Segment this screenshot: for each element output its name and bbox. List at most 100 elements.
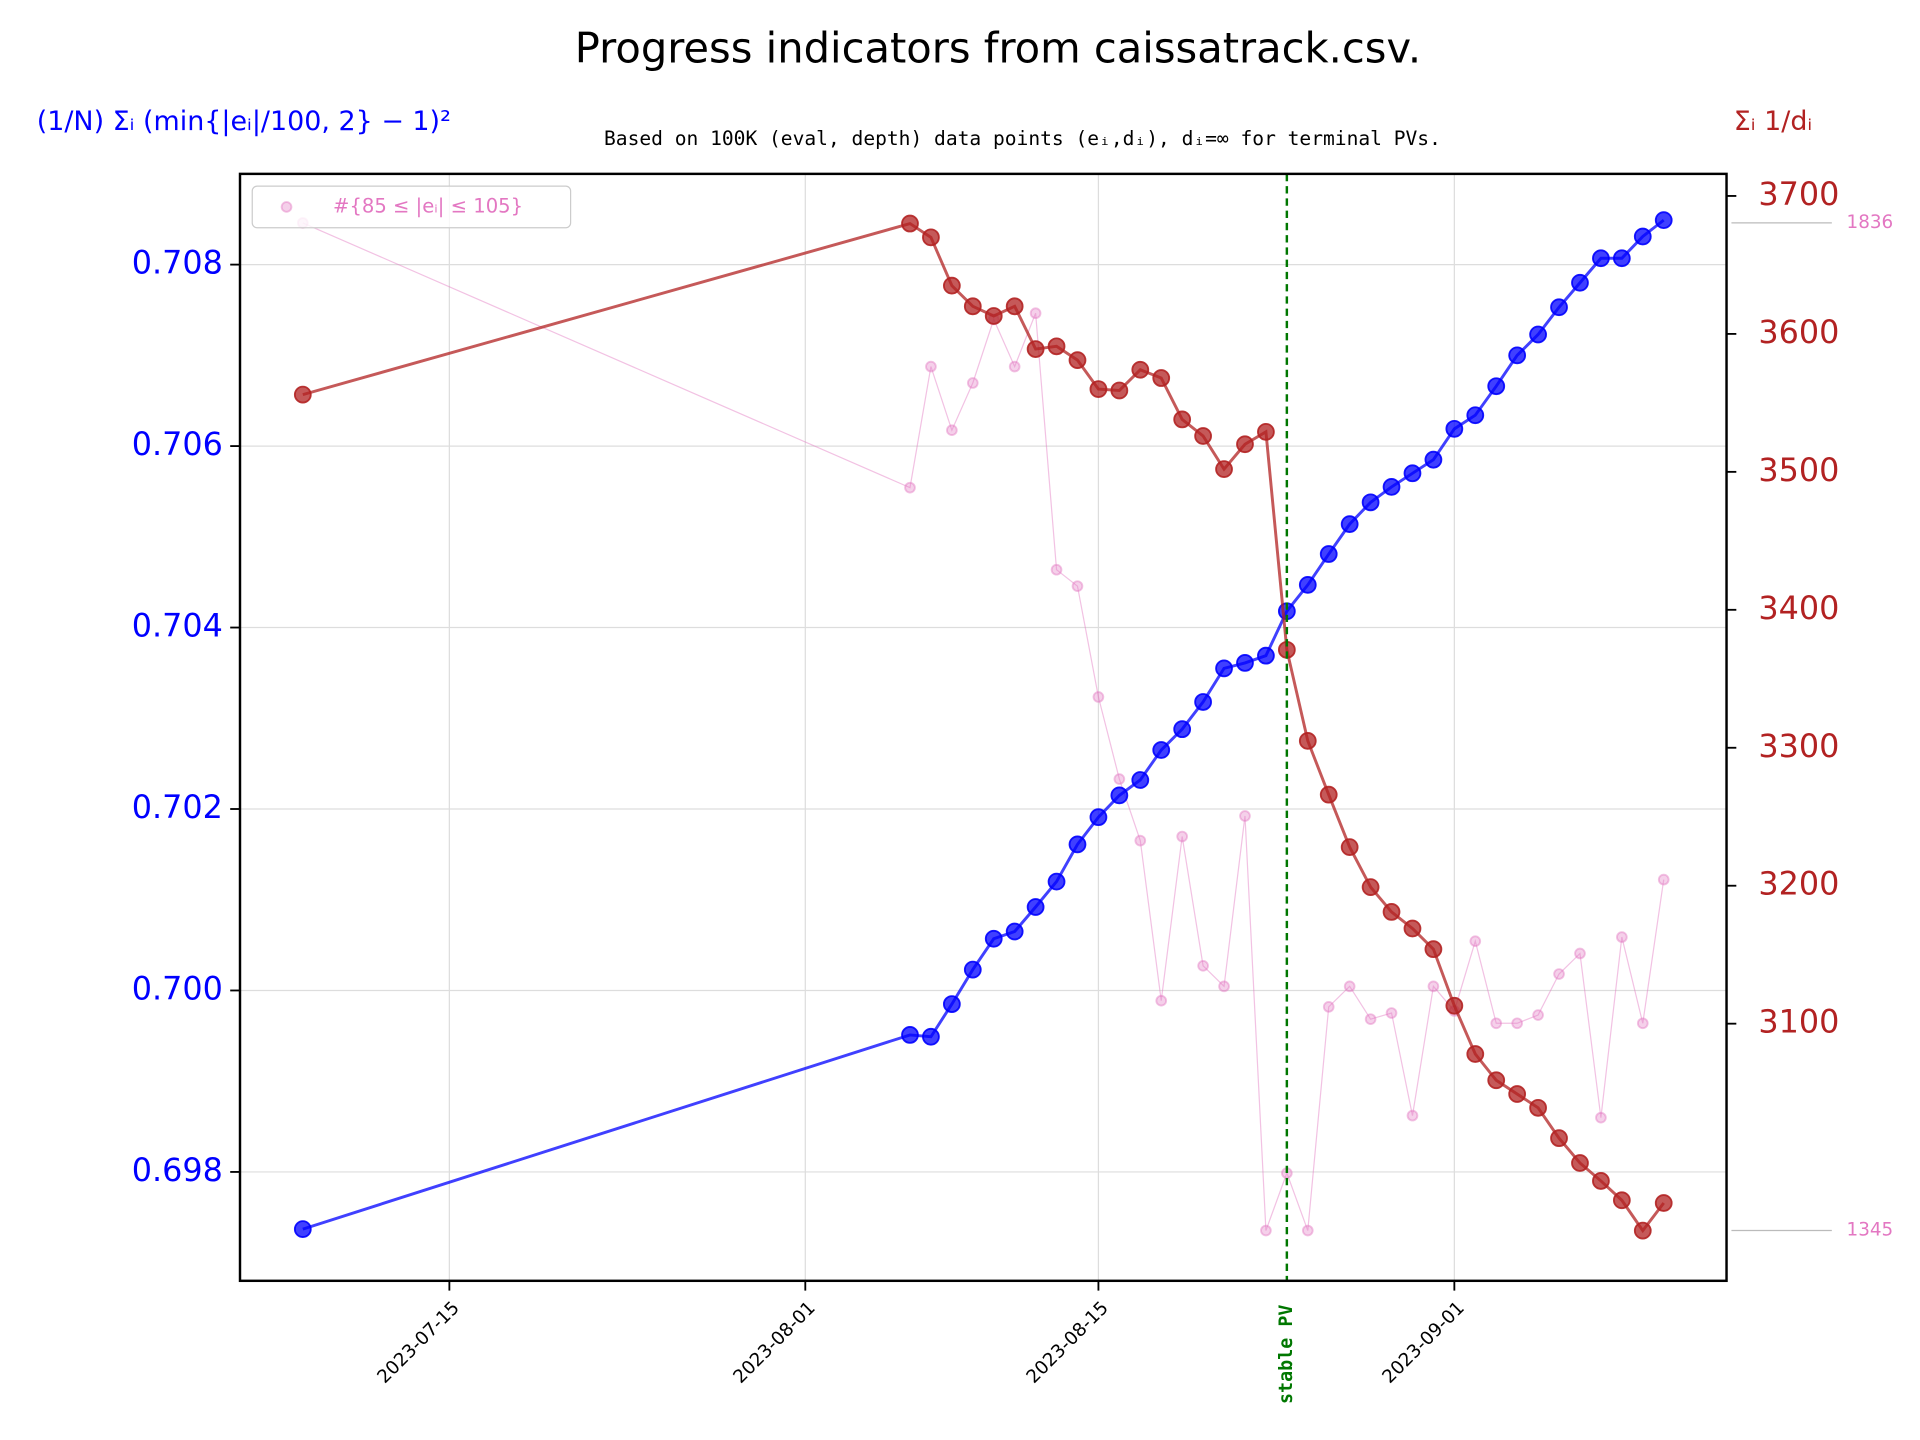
data-point [1029, 307, 1042, 320]
y-tick-label: 0.702 [132, 788, 223, 826]
data-point [1236, 654, 1254, 672]
y2-tick-label: 3300 [1758, 727, 1839, 765]
data-point [966, 377, 979, 389]
data-point [922, 228, 940, 247]
data-point [1636, 1017, 1649, 1030]
chart-subtitle: Based on 100K (eval, depth) data points … [604, 127, 1441, 150]
data-point [1239, 810, 1251, 822]
data-point [1113, 773, 1126, 785]
data-point [1236, 435, 1254, 454]
data-point [1110, 786, 1129, 805]
data-point [1595, 1111, 1607, 1124]
data-point [904, 481, 916, 494]
data-point [1026, 340, 1045, 358]
data-point [984, 307, 1003, 325]
data-point [1385, 1007, 1398, 1019]
data-point [1571, 273, 1589, 292]
data-point [1487, 1071, 1506, 1090]
data-point [1490, 1017, 1503, 1030]
data-point [1403, 464, 1422, 483]
y-tick-label: 0.700 [132, 969, 223, 1007]
data-point [1406, 1109, 1419, 1122]
data-point [1197, 959, 1209, 972]
y3-tick-label: 1345 [1847, 1220, 1894, 1241]
data-point [1424, 450, 1443, 469]
data-point [1487, 377, 1506, 396]
data-point [901, 1026, 919, 1044]
data-point [1424, 940, 1443, 959]
data-point [1194, 693, 1212, 711]
y-tick-label: 0.698 [132, 1151, 223, 1189]
data-point [1469, 935, 1482, 947]
data-point [1319, 785, 1338, 804]
y-tick-label: 0.708 [132, 244, 223, 282]
data-point [1322, 1001, 1335, 1013]
data-point [1361, 493, 1380, 512]
data-point [1592, 249, 1610, 268]
data-point [1445, 419, 1464, 438]
legend-box [251, 185, 572, 229]
data-point [963, 960, 982, 979]
data-point [1340, 838, 1359, 856]
data-point [1382, 478, 1401, 496]
data-point [1152, 741, 1171, 759]
data-point [1257, 646, 1275, 665]
data-point [1134, 834, 1147, 847]
data-point [922, 1027, 940, 1046]
data-point [1110, 381, 1129, 400]
data-point [1571, 1154, 1589, 1172]
data-point [1131, 771, 1150, 789]
data-point [1173, 410, 1192, 429]
y2-tick-label: 3500 [1758, 451, 1839, 489]
data-point [1445, 996, 1464, 1015]
data-point [942, 995, 961, 1013]
data-point [1612, 1191, 1631, 1210]
data-point [1616, 931, 1628, 943]
data-point [1155, 994, 1168, 1007]
chart-title: Progress indicators from caissatrack.csv… [575, 23, 1421, 72]
data-point [963, 297, 982, 316]
data-point [1005, 922, 1024, 941]
legend-marker [280, 201, 293, 213]
data-point [1403, 919, 1422, 938]
y-tick-label: 0.704 [132, 607, 223, 645]
data-point [1026, 898, 1045, 916]
data-point [1047, 872, 1066, 891]
data-point [1340, 515, 1359, 533]
y2-tick-label: 3600 [1758, 313, 1839, 351]
data-point [1047, 337, 1066, 356]
data-point [1260, 1224, 1272, 1237]
data-point [1633, 227, 1652, 246]
data-point [1152, 369, 1171, 387]
data-point [1364, 1013, 1377, 1025]
data-point [1092, 691, 1105, 703]
plot-frame [238, 172, 1728, 1283]
series-line [302, 222, 1665, 1231]
data-point [1218, 980, 1230, 993]
data-point [293, 1220, 312, 1238]
y3-tick-label: 1836 [1847, 212, 1894, 233]
data-point [925, 360, 937, 373]
data-point [1215, 460, 1233, 478]
data-point [1532, 1009, 1544, 1021]
data-point [1574, 947, 1586, 960]
data-point [1050, 563, 1063, 576]
data-point [1194, 427, 1212, 445]
data-point [1131, 360, 1150, 379]
data-point [1173, 720, 1192, 739]
data-point [1654, 211, 1673, 230]
y2-tick-label: 3200 [1758, 865, 1839, 903]
data-point [942, 276, 961, 295]
data-point [1654, 1194, 1673, 1212]
data-point [1319, 545, 1338, 563]
data-point [1089, 808, 1108, 827]
data-point [1427, 980, 1440, 993]
data-point [1343, 980, 1356, 993]
data-point [1068, 835, 1087, 854]
data-point [1553, 968, 1565, 980]
data-point [1511, 1017, 1523, 1030]
data-point [1257, 422, 1275, 441]
